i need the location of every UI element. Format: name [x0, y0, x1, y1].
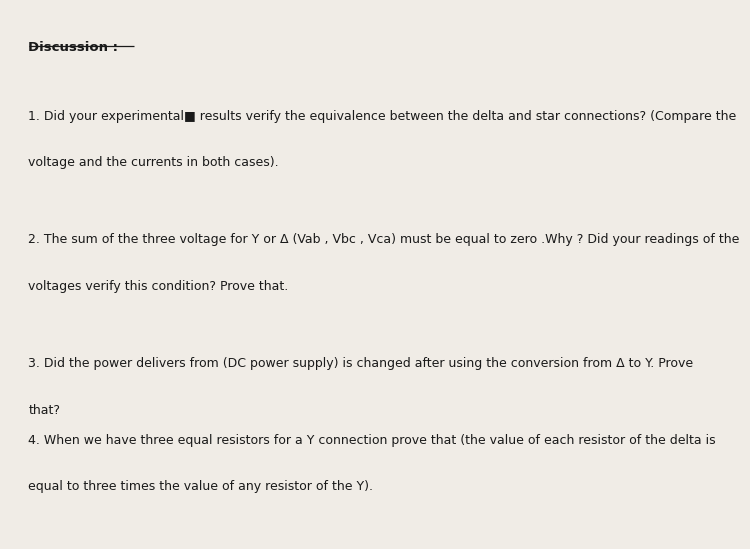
- Text: 3. Did the power delivers from (DC power supply) is changed after using the conv: 3. Did the power delivers from (DC power…: [28, 357, 694, 370]
- Text: that?: that?: [28, 404, 61, 417]
- Text: voltages verify this condition? Prove that.: voltages verify this condition? Prove th…: [28, 280, 289, 293]
- Text: 1. Did your experimental■ results verify the equivalence between the delta and s: 1. Did your experimental■ results verify…: [28, 110, 736, 123]
- Text: voltage and the currents in both cases).: voltage and the currents in both cases).: [28, 156, 279, 170]
- Text: 2. The sum of the three voltage for Y or Δ (Vab , Vbc , Vca) must be equal to ze: 2. The sum of the three voltage for Y or…: [28, 233, 740, 247]
- Text: 4. When we have three equal resistors for a Y connection prove that (the value o: 4. When we have three equal resistors fo…: [28, 434, 716, 447]
- Text: equal to three times the value of any resistor of the Y).: equal to three times the value of any re…: [28, 480, 374, 494]
- Text: Discussion :: Discussion :: [28, 41, 118, 54]
